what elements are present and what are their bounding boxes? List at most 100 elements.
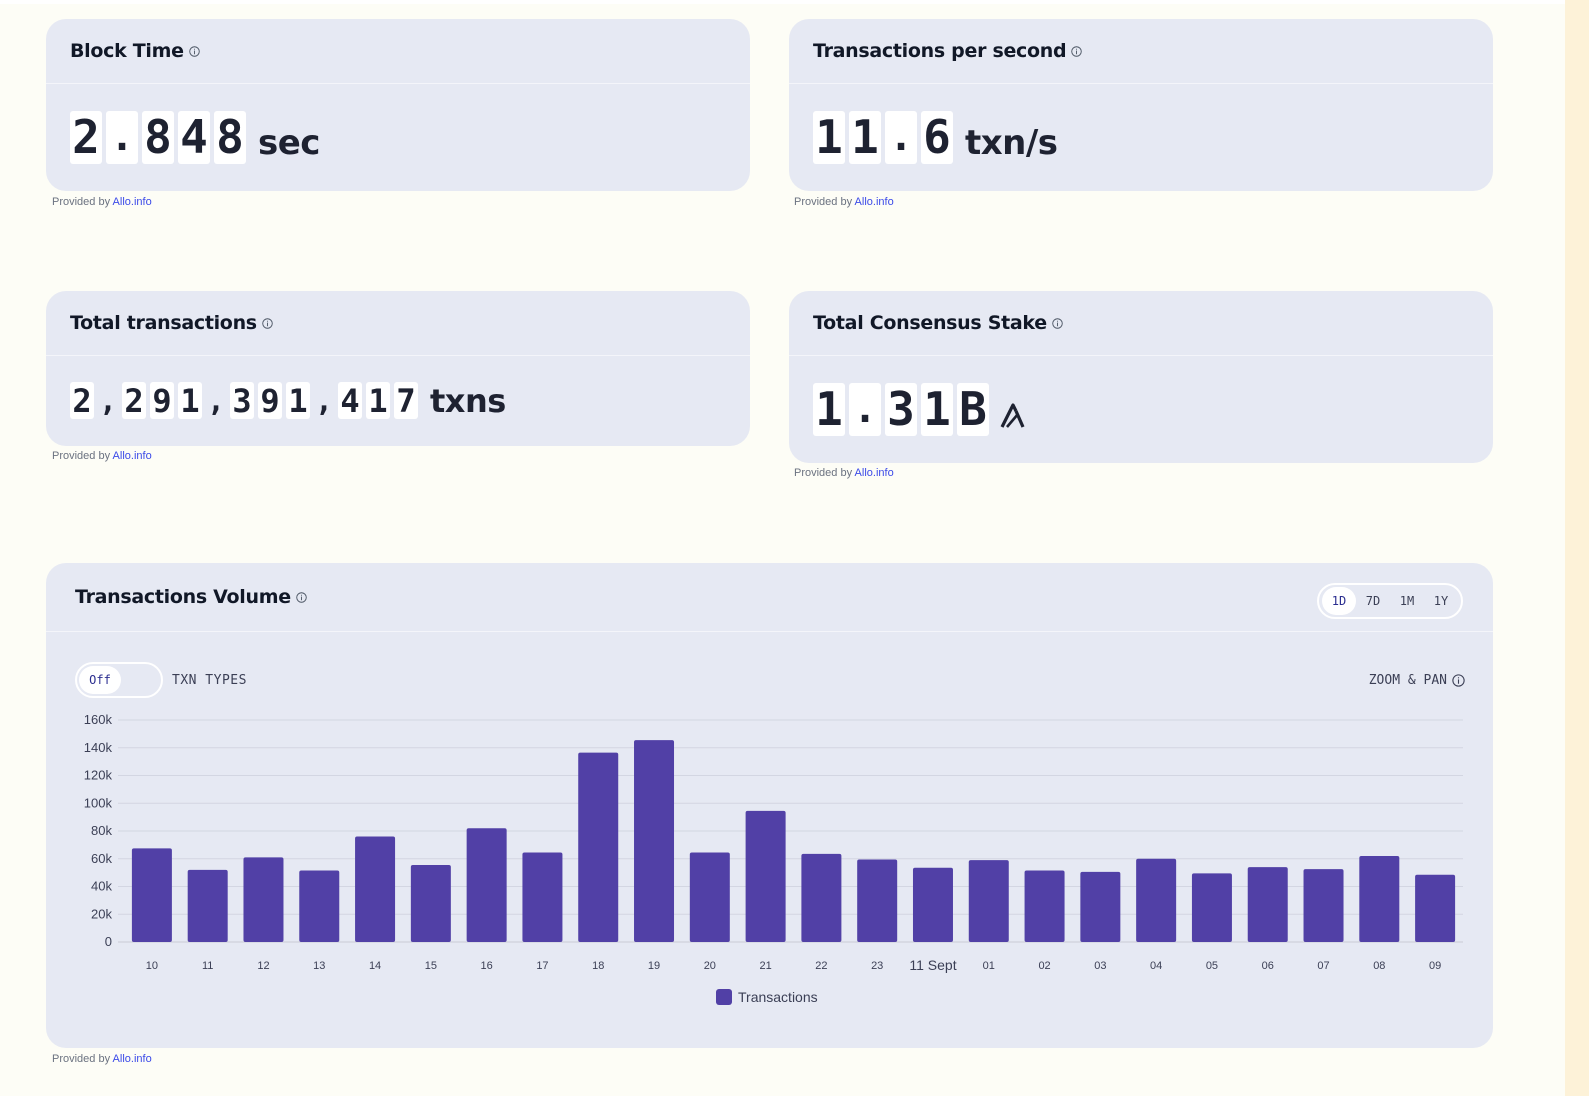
bar[interactable]	[578, 752, 619, 942]
x-tick-label: 18	[592, 960, 604, 972]
bar[interactable]	[912, 867, 953, 942]
bar[interactable]	[410, 864, 451, 942]
y-tick-label: 40k	[91, 879, 112, 894]
bar[interactable]	[1191, 873, 1232, 942]
info-icon[interactable]	[296, 591, 307, 603]
digit-separator: .	[106, 110, 138, 164]
provided-by-text: Provided by	[794, 467, 853, 479]
bar[interactable]	[1415, 874, 1456, 942]
time-range-selector: 1D 7D 1M 1Y	[1317, 583, 1463, 619]
digit-tile: 1	[921, 382, 953, 436]
allo-info-link[interactable]: Allo.info	[112, 450, 152, 462]
card-header: Total transactions	[46, 291, 750, 356]
provided-by: Provided by Allo.info	[52, 196, 152, 208]
info-icon[interactable]	[188, 45, 200, 57]
allo-info-link[interactable]: Allo.info	[854, 467, 894, 479]
txn-types-toggle[interactable]: Off	[75, 662, 163, 698]
bar[interactable]	[187, 869, 228, 942]
bar[interactable]	[1303, 869, 1344, 942]
unit-label: txn/s	[965, 123, 1058, 163]
bar[interactable]	[466, 828, 507, 942]
bar[interactable]	[1247, 867, 1288, 942]
card-header: Block Time	[46, 19, 750, 84]
info-icon[interactable]	[1052, 317, 1063, 329]
x-tick-label: 20	[704, 960, 716, 972]
digit-tile: 1	[178, 382, 202, 420]
range-1y-button[interactable]: 1Y	[1433, 594, 1449, 608]
digit-tile: 2	[70, 110, 102, 164]
digit-tile: 3	[885, 382, 917, 436]
digit-tile: 4	[178, 110, 210, 164]
bar[interactable]	[131, 848, 172, 942]
bar[interactable]	[522, 852, 563, 942]
bar[interactable]	[1136, 858, 1177, 942]
card-title: Transactions per second	[813, 40, 1067, 62]
digit-tile: 1	[366, 382, 390, 420]
range-7d-button[interactable]: 7D	[1365, 594, 1381, 608]
digit-tile: 9	[258, 382, 282, 420]
y-tick-label: 120k	[84, 768, 113, 783]
x-tick-label: 08	[1373, 960, 1385, 972]
bar[interactable]	[243, 857, 284, 942]
bar[interactable]	[299, 870, 340, 942]
bar[interactable]	[968, 860, 1009, 942]
x-tick-label: 15	[425, 960, 437, 972]
range-1m-button[interactable]: 1M	[1399, 594, 1415, 608]
provided-by: Provided by Allo.info	[794, 467, 894, 479]
provided-by: Provided by Allo.info	[52, 450, 152, 462]
bar[interactable]	[1024, 870, 1065, 942]
bar[interactable]	[801, 853, 842, 942]
digit-separator: .	[885, 110, 917, 164]
digit-tile: 1	[849, 110, 881, 164]
digit-separator: ,	[206, 384, 226, 419]
digit-tile: 3	[230, 382, 254, 420]
digit-separator: ,	[314, 384, 334, 419]
card-header: Total Consensus Stake	[789, 291, 1493, 356]
x-tick-label: 01	[983, 960, 995, 972]
provided-by-text: Provided by	[52, 1053, 111, 1065]
digit-tile: 1	[813, 110, 845, 164]
provided-by-text: Provided by	[52, 450, 111, 462]
x-tick-label: 21	[759, 960, 771, 972]
allo-info-link[interactable]: Allo.info	[112, 196, 152, 208]
bar[interactable]	[1080, 871, 1121, 942]
digit-tile: B	[957, 382, 989, 436]
x-tick-label: 16	[481, 960, 493, 972]
scrollbar-track[interactable]	[1565, 0, 1589, 1096]
y-tick-label: 0	[105, 934, 112, 949]
bar[interactable]	[355, 836, 396, 942]
transactions-volume-chart: 0 20k 40k 60k 80k 100k 120k 140k 160k 10 11 12 13 14 1…	[84, 712, 1463, 973]
allo-info-link[interactable]: Allo.info	[854, 196, 894, 208]
info-icon[interactable]	[1452, 674, 1465, 687]
allo-info-link[interactable]: Allo.info	[112, 1053, 152, 1065]
legend-label: Transactions	[738, 989, 818, 1005]
legend-swatch	[716, 989, 732, 1005]
card-title: Total transactions	[70, 312, 257, 334]
unit-label: txns	[430, 381, 506, 420]
x-tick-label: 07	[1317, 960, 1329, 972]
chart-legend[interactable]: Transactions	[716, 989, 818, 1005]
range-1d-button[interactable]: 1D	[1322, 587, 1356, 615]
digit-tile: 6	[921, 110, 953, 164]
digit-separator: .	[849, 382, 881, 436]
bar[interactable]	[745, 810, 786, 942]
info-icon[interactable]	[1071, 45, 1083, 57]
algorand-icon	[1000, 403, 1025, 428]
info-icon[interactable]	[262, 317, 273, 329]
x-tick-label: 23	[871, 960, 883, 972]
bar[interactable]	[689, 852, 730, 942]
bar[interactable]	[634, 740, 675, 942]
zoom-pan-control[interactable]: ZOOM & PAN	[1369, 673, 1465, 688]
bar[interactable]	[857, 859, 898, 942]
x-tick-label: 14	[369, 960, 381, 972]
bar[interactable]	[1359, 855, 1400, 942]
x-tick-label: 03	[1094, 960, 1106, 972]
x-tick-label: 06	[1262, 960, 1274, 972]
digit-tile: 1	[813, 382, 845, 436]
